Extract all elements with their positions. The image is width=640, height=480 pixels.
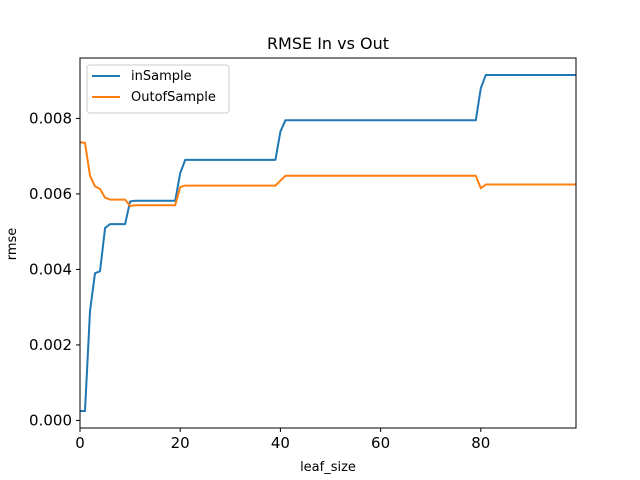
x-tick-label: 60 xyxy=(371,434,390,452)
x-tick-label: 80 xyxy=(471,434,490,452)
y-tick-label: 0.006 xyxy=(29,185,72,203)
x-axis-label: leaf_size xyxy=(300,460,356,475)
legend-label-outofsample: OutofSample xyxy=(131,90,216,105)
y-tick-label: 0.008 xyxy=(29,109,72,127)
series-line-insample xyxy=(80,74,576,412)
y-axis-ticks: 0.000 0.002 0.004 0.006 0.008 xyxy=(29,109,80,429)
x-tick-label: 40 xyxy=(271,434,290,452)
y-tick-label: 0.004 xyxy=(29,260,72,278)
series-line-outofsample xyxy=(79,141,576,207)
chart-title: RMSE In vs Out xyxy=(267,34,389,53)
y-axis-label: rmse xyxy=(5,228,20,261)
x-tick-label: 0 xyxy=(75,434,85,452)
y-tick-label: 0.002 xyxy=(29,336,72,354)
x-tick-label: 20 xyxy=(171,434,190,452)
legend: inSample OutofSample xyxy=(86,64,230,114)
plot-lines xyxy=(79,74,576,412)
y-tick-label: 0.000 xyxy=(29,411,72,429)
legend-box xyxy=(86,64,230,114)
plot-frame xyxy=(79,57,577,429)
x-axis-ticks: 0 20 40 60 80 xyxy=(75,428,490,452)
legend-label-insample: inSample xyxy=(131,69,192,84)
